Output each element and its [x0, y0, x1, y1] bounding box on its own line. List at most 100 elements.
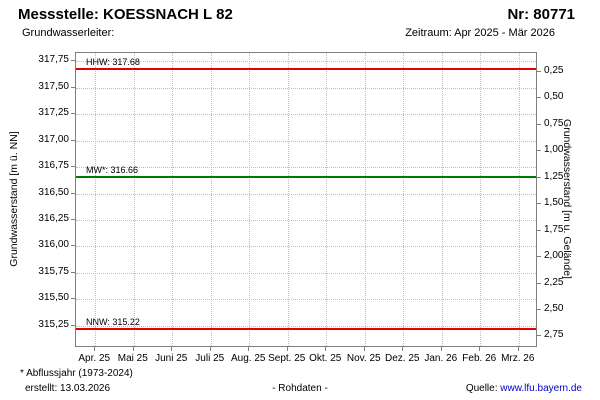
right-axis-tick-label: 0,50 — [544, 91, 564, 103]
left-axis-tickmark — [71, 245, 75, 247]
h-gridline — [76, 167, 536, 169]
left-axis-tickmark — [71, 113, 75, 115]
h-gridline — [76, 246, 536, 248]
right-axis-tick-label: 2,25 — [544, 276, 564, 288]
v-gridline — [480, 53, 482, 346]
right-axis-tick-label: 1,25 — [544, 170, 564, 182]
left-axis-tick-label: 317,75 — [38, 54, 69, 66]
right-axis-tick-label: 0,25 — [544, 65, 564, 77]
x-axis-tick-label: Aug. 25 — [231, 353, 266, 364]
v-gridline — [172, 53, 174, 346]
left-axis-tick-label: 317,50 — [38, 80, 69, 92]
x-axis-tickmark — [440, 347, 442, 351]
v-gridline — [326, 53, 328, 346]
x-axis-tick-label: Mrz. 26 — [501, 353, 535, 364]
plot-area: HHW: 317.68 MW*: 316.66 NNW: 315.22 — [75, 52, 537, 347]
h-gridline — [76, 61, 536, 63]
reference-line-label-mw: MW*: 316.66 — [86, 164, 139, 175]
x-axis-tick-label: Jan. 26 — [424, 353, 458, 364]
left-axis-tick-label: 316,50 — [38, 186, 69, 198]
left-axis-tickmark — [71, 298, 75, 300]
v-gridline — [95, 53, 97, 346]
right-axis-tickmark — [537, 71, 541, 73]
rohdaten-label: - Rohdaten - — [272, 383, 328, 394]
left-axis-tickmark — [71, 219, 75, 221]
left-axis-tick-label: 316,75 — [38, 160, 69, 172]
x-axis-tick-label: Okt. 25 — [309, 353, 342, 364]
v-gridline — [210, 53, 212, 346]
left-axis-tick-label: 316,25 — [38, 213, 69, 225]
right-axis-tick-label: 2,75 — [544, 329, 564, 341]
x-axis-tick-label: Nov. 25 — [346, 353, 381, 364]
h-gridline — [76, 325, 536, 327]
right-axis-tick-label: 2,50 — [544, 302, 564, 314]
v-gridline — [249, 53, 251, 346]
right-axis-tickmark — [537, 229, 541, 231]
left-axis-tick-label: 315,50 — [38, 292, 69, 304]
right-axis-tickmark — [537, 308, 541, 310]
x-axis-tickmark — [286, 347, 288, 351]
left-axis-tickmark — [71, 192, 75, 194]
h-gridline — [76, 114, 536, 116]
left-axis-title: Grundwasserstand [m ü. NN] — [8, 131, 20, 267]
x-axis-tickmark — [363, 347, 365, 351]
h-gridline — [76, 272, 536, 274]
station-number: Nr: 80771 — [507, 6, 575, 23]
aquifer-label: Grundwasserleiter: — [22, 27, 115, 39]
reference-line-nnw — [76, 327, 536, 330]
right-axis-tickmark — [537, 176, 541, 178]
source-line: Quelle: www.lfu.bayern.de — [466, 383, 582, 394]
left-axis-tickmark — [71, 86, 75, 88]
left-axis-tickmark — [71, 139, 75, 141]
right-axis-tick-label: 1,50 — [544, 197, 564, 209]
x-axis-tickmark — [479, 347, 481, 351]
right-axis-tickmark — [537, 256, 541, 258]
x-axis-tick-label: Mai 25 — [117, 353, 148, 364]
h-gridline — [76, 299, 536, 301]
right-axis-tickmark — [537, 123, 541, 125]
source-label: Quelle: — [465, 383, 501, 394]
reference-line-mw — [76, 175, 536, 178]
right-axis-tickmark — [537, 97, 541, 99]
reference-line-label-nnw: NNW: 315.22 — [86, 316, 140, 327]
left-axis-tick-label: 317,00 — [38, 133, 69, 145]
left-axis-tickmark — [71, 60, 75, 62]
v-gridline — [133, 53, 135, 346]
page-title: Messstelle: KOESSNACH L 82 — [18, 6, 233, 23]
left-axis-tickmark — [71, 324, 75, 326]
v-gridline — [441, 53, 443, 346]
left-axis-tickmark — [71, 166, 75, 168]
right-axis-tick-label: 2,00 — [544, 250, 564, 262]
source-link[interactable]: www.lfu.bayern.de — [500, 383, 582, 394]
h-gridline — [76, 193, 536, 195]
h-gridline — [76, 87, 536, 89]
reference-line-label-hhw: HHW: 317.68 — [86, 56, 140, 67]
v-gridline — [364, 53, 366, 346]
h-gridline — [76, 220, 536, 222]
footnote-abflussjahr: * Abflussjahr (1973-2024) — [20, 368, 133, 379]
period-label: Zeitraum: Apr 2025 - Mär 2026 — [405, 27, 555, 39]
right-axis-tick-label: 1,00 — [544, 144, 564, 156]
right-axis-tickmark — [537, 335, 541, 337]
v-gridline — [287, 53, 289, 346]
v-gridline — [403, 53, 405, 346]
x-axis-tickmark — [517, 347, 519, 351]
v-gridline — [518, 53, 520, 346]
left-axis-tick-label: 317,25 — [38, 107, 69, 119]
x-axis-tick-label: Dez. 25 — [385, 353, 420, 364]
left-axis-tick-label: 315,25 — [38, 318, 69, 330]
created-date: erstellt: 13.03.2026 — [25, 383, 111, 394]
x-axis-tick-label: Juli 25 — [195, 353, 225, 364]
reference-line-hhw — [76, 67, 536, 70]
x-axis-tickmark — [248, 347, 250, 351]
left-axis-tick-label: 315,75 — [38, 265, 69, 277]
x-axis-tick-label: Apr. 25 — [78, 353, 111, 364]
right-axis-tickmark — [537, 203, 541, 205]
right-axis-tickmark — [537, 282, 541, 284]
right-axis-tick-label: 1,75 — [544, 223, 564, 235]
x-axis-tick-label: Juni 25 — [155, 353, 188, 364]
left-axis-tickmark — [71, 271, 75, 273]
x-axis-tick-label: Feb. 26 — [462, 353, 497, 364]
x-axis-tickmark — [132, 347, 134, 351]
